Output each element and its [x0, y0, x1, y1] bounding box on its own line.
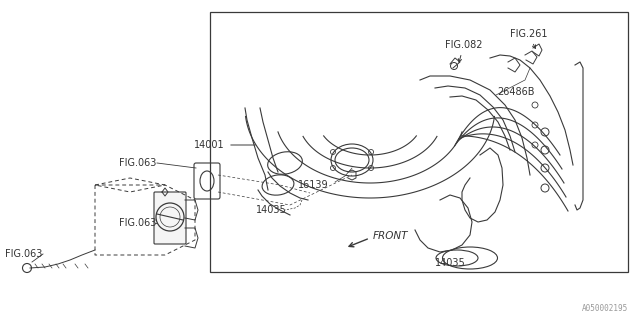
Text: FIG.261: FIG.261 [510, 29, 547, 49]
Bar [210, 12, 628, 272]
Text: 14001: 14001 [195, 140, 225, 150]
Text: FIG.063: FIG.063 [4, 249, 42, 259]
Text: A050002195: A050002195 [582, 304, 628, 313]
Text: FRONT: FRONT [373, 231, 408, 241]
Text: 14035: 14035 [435, 258, 465, 268]
Text: FIG.063: FIG.063 [118, 158, 156, 168]
Text: 14035: 14035 [256, 205, 287, 215]
Text: FIG.082: FIG.082 [445, 40, 483, 62]
Text: FIG.063: FIG.063 [118, 218, 156, 228]
Text: 26486B: 26486B [497, 87, 534, 97]
FancyBboxPatch shape [154, 192, 186, 244]
Text: 16139: 16139 [298, 180, 328, 190]
